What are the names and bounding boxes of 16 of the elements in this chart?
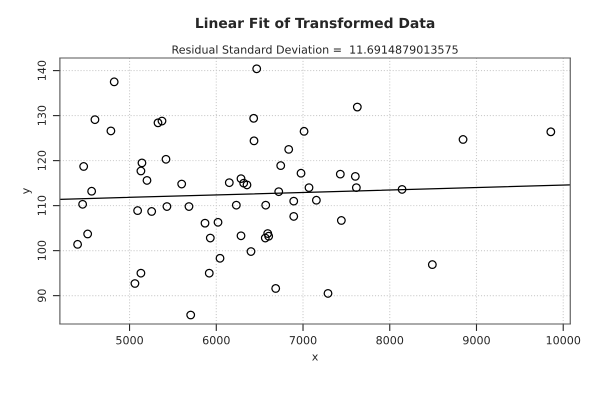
x-axis-title: x (312, 354, 318, 361)
y-tick-label: 100 (38, 240, 46, 260)
chart-subtitle: Residual Standard Deviation = 11.6914879013575 (172, 45, 458, 54)
x-tick-label: 10000 (546, 336, 580, 344)
y-tick-label: 140 (38, 60, 46, 80)
y-tick-label: 90 (38, 289, 46, 302)
y-tick-label: 110 (38, 196, 46, 216)
chart-title: Linear Fit of Transformed Data (196, 17, 434, 28)
y-axis-title: y (23, 188, 32, 194)
x-tick-label: 8000 (376, 336, 404, 344)
x-tick-label: 9000 (463, 336, 490, 344)
x-tick-label: 6000 (202, 336, 230, 344)
y-tick-label: 120 (38, 150, 46, 170)
x-tick-label: 5000 (116, 336, 143, 344)
y-tick-label: 130 (38, 106, 46, 125)
x-tick-label: 7000 (290, 336, 316, 344)
